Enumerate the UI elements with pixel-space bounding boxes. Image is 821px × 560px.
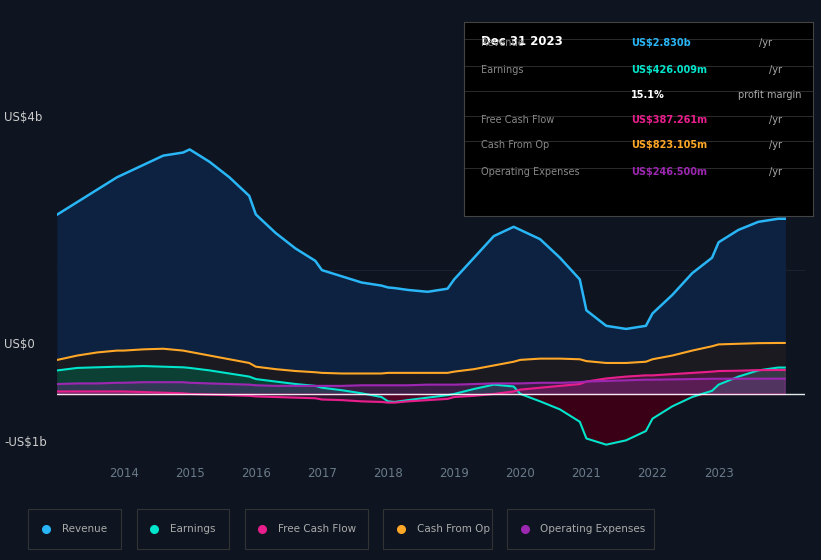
Text: Revenue: Revenue <box>481 38 524 48</box>
Text: /yr: /yr <box>769 167 782 177</box>
Text: US$246.500m: US$246.500m <box>631 167 708 177</box>
Text: Dec 31 2023: Dec 31 2023 <box>481 35 563 48</box>
Text: Revenue: Revenue <box>62 524 107 534</box>
Text: Cash From Op: Cash From Op <box>417 524 489 534</box>
Text: US$823.105m: US$823.105m <box>631 140 708 150</box>
Text: US$426.009m: US$426.009m <box>631 64 708 74</box>
Text: Free Cash Flow: Free Cash Flow <box>277 524 355 534</box>
Text: US$4b: US$4b <box>4 111 43 124</box>
Text: 15.1%: 15.1% <box>631 90 665 100</box>
Text: Earnings: Earnings <box>481 64 524 74</box>
Text: Operating Expenses: Operating Expenses <box>481 167 580 177</box>
Text: /yr: /yr <box>759 38 772 48</box>
Text: Earnings: Earnings <box>170 524 215 534</box>
Text: US$0: US$0 <box>4 338 34 351</box>
Text: /yr: /yr <box>769 115 782 125</box>
Text: Free Cash Flow: Free Cash Flow <box>481 115 554 125</box>
Text: /yr: /yr <box>769 140 782 150</box>
Text: Cash From Op: Cash From Op <box>481 140 549 150</box>
Text: profit margin: profit margin <box>738 90 801 100</box>
Text: US$2.830b: US$2.830b <box>631 38 691 48</box>
Text: US$387.261m: US$387.261m <box>631 115 708 125</box>
Text: Operating Expenses: Operating Expenses <box>540 524 645 534</box>
Text: -US$1b: -US$1b <box>4 436 47 449</box>
Text: /yr: /yr <box>769 64 782 74</box>
